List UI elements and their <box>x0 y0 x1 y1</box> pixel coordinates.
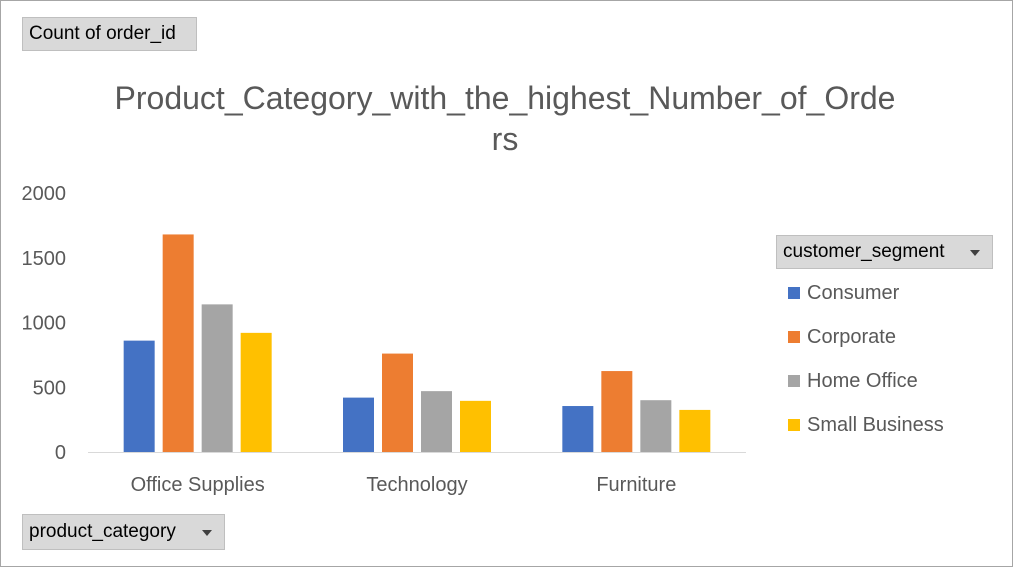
legend-label: Consumer <box>807 281 900 304</box>
chevron-down-icon[interactable] <box>202 530 212 536</box>
chevron-down-icon[interactable] <box>970 250 980 256</box>
legend-label: Corporate <box>807 325 896 348</box>
legend-item[interactable]: Corporate <box>788 325 896 349</box>
chart-title: Product_Category_with_the_highest_Number… <box>114 80 896 157</box>
bar-small-business[interactable] <box>460 400 491 452</box>
axis-field-label: product_category <box>29 521 176 542</box>
y-tick-label: 500 <box>33 377 66 399</box>
legend-swatch <box>788 375 800 387</box>
x-tick-label: Technology <box>366 474 467 496</box>
bar-home-office[interactable] <box>201 304 233 452</box>
axis-field-button[interactable]: product_category <box>22 514 225 550</box>
bar-small-business[interactable] <box>679 409 711 452</box>
legend-item[interactable]: Small Business <box>788 413 944 437</box>
legend-swatch <box>788 287 800 299</box>
values-field-label: Count of order_id <box>29 23 176 44</box>
values-field-button[interactable]: Count of order_id <box>22 17 197 51</box>
bar-consumer[interactable] <box>562 406 594 452</box>
bar-consumer[interactable] <box>123 340 155 452</box>
legend-label: Small Business <box>807 413 944 436</box>
legend-field-button[interactable]: customer_segment <box>776 235 993 269</box>
legend-label: Home Office <box>807 369 918 392</box>
legend-item[interactable]: Home Office <box>788 369 918 393</box>
y-tick-label: 2000 <box>22 183 67 205</box>
bar-small-business[interactable] <box>240 332 272 452</box>
y-tick-label: 1500 <box>22 248 67 270</box>
x-tick-label: Office Supplies <box>131 474 265 496</box>
bar-home-office[interactable] <box>640 400 672 452</box>
legend-swatch <box>788 419 800 431</box>
legend-swatch <box>788 331 800 343</box>
bar-consumer[interactable] <box>343 397 374 452</box>
legend-item[interactable]: Consumer <box>788 281 899 305</box>
y-tick-label: 0 <box>55 442 66 464</box>
bar-corporate[interactable] <box>601 371 633 452</box>
bar-home-office[interactable] <box>421 391 452 452</box>
x-tick-label: Furniture <box>596 474 676 496</box>
bar-corporate[interactable] <box>162 234 194 452</box>
y-tick-label: 1000 <box>22 313 67 335</box>
legend-field-label: customer_segment <box>783 241 945 262</box>
bar-corporate[interactable] <box>382 353 413 452</box>
